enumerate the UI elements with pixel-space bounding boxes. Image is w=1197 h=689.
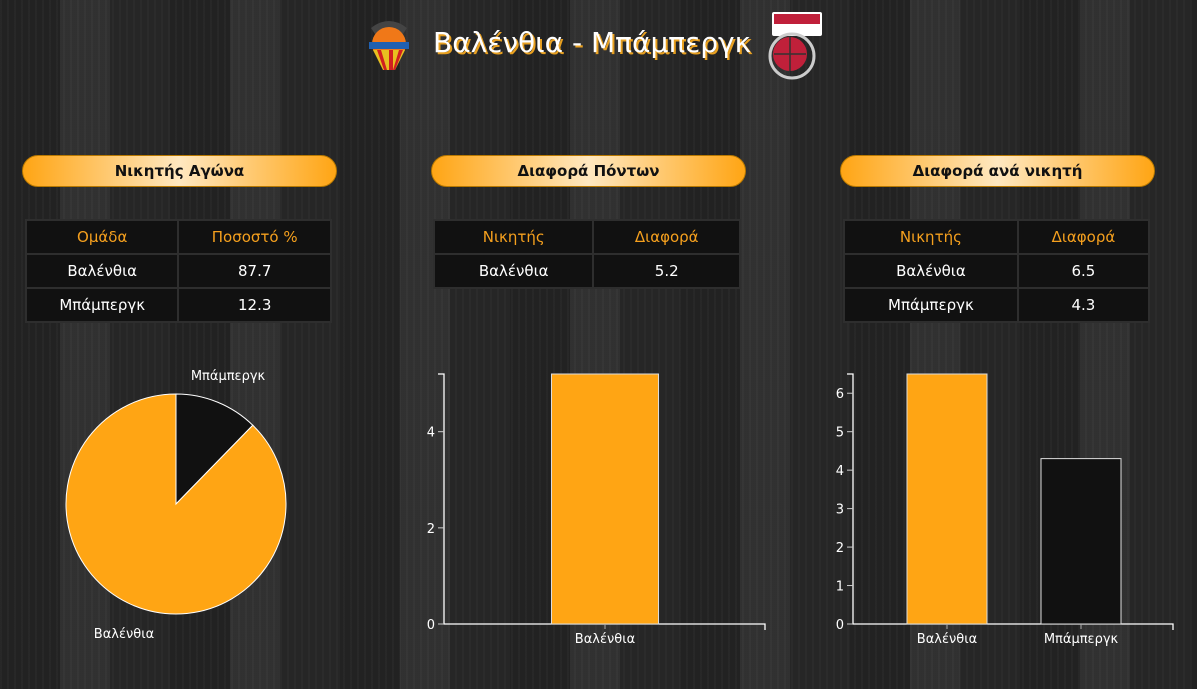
pie-label: Βαλένθια — [94, 627, 154, 642]
y-tick-label: 0 — [427, 618, 435, 633]
pie-slice — [65, 393, 287, 615]
y-tick-label: 5 — [836, 426, 844, 441]
cell: Βαλένθια — [24, 253, 180, 289]
x-tick-label: Μπάμπεργκ — [1044, 632, 1119, 647]
y-tick-label: 1 — [836, 580, 844, 595]
column-header: Νικητής — [843, 219, 1019, 255]
y-tick-label: 0 — [836, 618, 844, 633]
column-header: Διαφορά — [1016, 219, 1151, 255]
cell: 12.3 — [177, 287, 332, 323]
x-tick-label: Βαλένθια — [575, 632, 635, 647]
valencia-basket-logo — [369, 21, 409, 70]
panel-title-difference-per-winner: Διαφορά ανά νικητή — [840, 155, 1155, 187]
page-title: Βαλένθια - Μπάμπεργκ — [433, 26, 752, 59]
cell: Μπάμπεργκ — [24, 287, 180, 323]
panel-title-match-winner: Νικητής Αγώνα — [22, 155, 337, 187]
bar — [551, 373, 659, 625]
cell: 5.2 — [592, 253, 741, 289]
match-winner-table: Ομάδα Ποσοστό % Βαλένθια 87.7 Μπάμπεργκ 12.… — [24, 219, 332, 323]
bar — [906, 373, 988, 625]
y-tick-label: 2 — [836, 541, 844, 556]
table-row: Βαλένθια 5.2 — [432, 253, 741, 289]
difference-per-winner-table: Νικητής Διαφορά Βαλένθια 6.5 Μπάμπεργκ 4.3 — [843, 219, 1151, 323]
axis — [847, 373, 1174, 630]
column-header: Διαφορά — [592, 219, 741, 255]
table-row: Βαλένθια 6.5 — [843, 253, 1151, 289]
brose-baskets-logo — [768, 12, 822, 80]
cell: 87.7 — [177, 253, 332, 289]
cell: 6.5 — [1016, 253, 1151, 289]
y-tick-label: 2 — [427, 522, 435, 537]
cell: 4.3 — [1016, 287, 1151, 323]
pie-label: Μπάμπεργκ — [191, 369, 266, 384]
panel-title-point-difference: Διαφορά Πόντων — [431, 155, 746, 187]
x-tick-label: Βαλένθια — [917, 632, 977, 647]
pie-slice — [175, 393, 254, 506]
bar — [1040, 458, 1122, 625]
column-header: Νικητής — [432, 219, 595, 255]
cell: Μπάμπεργκ — [843, 287, 1019, 323]
table-row: Μπάμπεργκ 12.3 — [24, 287, 332, 323]
y-tick-label: 4 — [427, 426, 435, 441]
table-row: Μπάμπεργκ 4.3 — [843, 287, 1151, 323]
cell: Βαλένθια — [432, 253, 595, 289]
y-tick-label: 4 — [836, 464, 844, 479]
cell: Βαλένθια — [843, 253, 1019, 289]
y-tick-label: 6 — [836, 387, 844, 402]
table-row: Βαλένθια 87.7 — [24, 253, 332, 289]
column-header: Ομάδα — [24, 219, 180, 255]
point-difference-table: Νικητής Διαφορά Βαλένθια 5.2 — [432, 219, 741, 289]
column-header: Ποσοστό % — [177, 219, 332, 255]
y-tick-label: 3 — [836, 503, 844, 518]
